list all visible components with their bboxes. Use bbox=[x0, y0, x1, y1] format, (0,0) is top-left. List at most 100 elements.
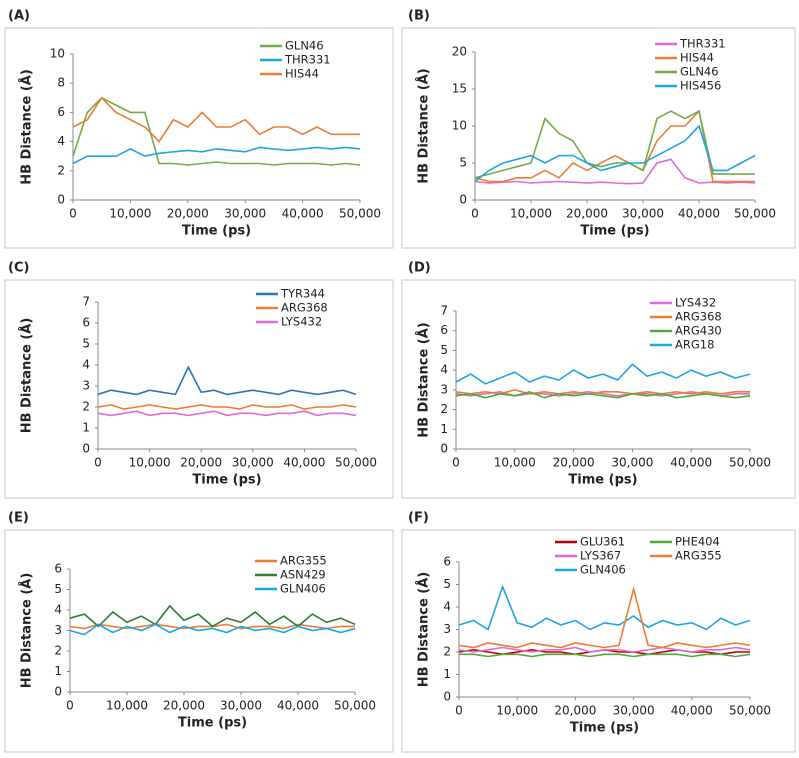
y-tick-label: 15 bbox=[452, 82, 467, 96]
y-tick-label: 6 bbox=[57, 105, 65, 119]
series-line bbox=[97, 365, 357, 396]
y-tick-label: 6 bbox=[440, 323, 448, 337]
x-tick-label: 20,000 bbox=[167, 207, 209, 221]
panel-border bbox=[401, 27, 796, 249]
x-tick-label: 50,000 bbox=[729, 456, 771, 470]
x-tick-label: 30,000 bbox=[622, 207, 664, 221]
series-line bbox=[97, 404, 357, 410]
panel-border bbox=[4, 529, 394, 753]
legend-label: ARG430 bbox=[675, 324, 722, 338]
x-tick-label: 0 bbox=[452, 456, 460, 470]
legend-label: GLN46 bbox=[285, 39, 324, 53]
x-tick-label: 0 bbox=[66, 699, 74, 713]
x-tick-label: 30,000 bbox=[232, 456, 274, 470]
y-tick-label: 2 bbox=[57, 163, 65, 177]
y-tick-label: 7 bbox=[440, 304, 448, 318]
y-tick-label: 4 bbox=[57, 134, 65, 148]
y-tick-label: 2 bbox=[82, 400, 90, 414]
y-tick-label: 20 bbox=[452, 45, 467, 59]
x-tick-label: 0 bbox=[94, 456, 102, 470]
y-tick-label: 5 bbox=[443, 577, 451, 591]
y-tick-label: 2 bbox=[440, 402, 448, 416]
x-axis-title: Time (ps) bbox=[568, 473, 637, 488]
x-tick-label: 10,000 bbox=[510, 207, 552, 221]
y-tick-label: 7 bbox=[82, 295, 90, 309]
x-tick-label: 30,000 bbox=[224, 207, 266, 221]
x-tick-label: 10,000 bbox=[496, 704, 538, 718]
legend-label: LYS432 bbox=[281, 315, 322, 329]
x-tick-label: 20,000 bbox=[553, 456, 595, 470]
y-tick-label: 3 bbox=[82, 379, 90, 393]
legend-label: ASN429 bbox=[280, 568, 326, 582]
x-tick-label: 40,000 bbox=[671, 704, 713, 718]
y-axis-title: HB Distance (Å) bbox=[416, 68, 432, 184]
panel-label: (B) bbox=[408, 9, 430, 24]
x-tick-label: 20,000 bbox=[163, 699, 205, 713]
y-tick-label: 0 bbox=[440, 442, 448, 456]
x-tick-label: 10,000 bbox=[129, 456, 171, 470]
y-tick-label: 2 bbox=[443, 645, 451, 659]
y-tick-label: 4 bbox=[54, 603, 62, 617]
y-tick-label: 1 bbox=[82, 421, 90, 435]
legend-label: GLU361 bbox=[580, 535, 625, 549]
y-tick-label: 0 bbox=[443, 690, 451, 704]
x-tick-label: 0 bbox=[455, 704, 463, 718]
series-line bbox=[459, 653, 751, 658]
y-tick-label: 4 bbox=[82, 358, 90, 372]
x-tick-label: 0 bbox=[69, 207, 77, 221]
y-tick-label: 0 bbox=[54, 685, 62, 699]
legend-label: LYS432 bbox=[675, 296, 716, 310]
x-tick-label: 40,000 bbox=[283, 456, 325, 470]
x-axis-title: Time (ps) bbox=[178, 716, 247, 731]
panel-label: (F) bbox=[408, 511, 429, 526]
y-tick-label: 10 bbox=[50, 47, 65, 61]
series-line bbox=[72, 96, 361, 166]
series-line bbox=[455, 363, 751, 385]
x-tick-label: 50,000 bbox=[729, 704, 771, 718]
series-line bbox=[455, 390, 751, 399]
y-tick-label: 5 bbox=[82, 337, 90, 351]
y-tick-label: 6 bbox=[82, 316, 90, 330]
x-tick-label: 0 bbox=[471, 207, 479, 221]
y-tick-label: 5 bbox=[440, 343, 448, 357]
series-line bbox=[474, 124, 756, 183]
x-tick-label: 10,000 bbox=[109, 207, 151, 221]
legend-label: ARG368 bbox=[675, 310, 722, 324]
series-line bbox=[458, 646, 751, 653]
y-tick-label: 8 bbox=[57, 76, 65, 90]
y-tick-label: 2 bbox=[54, 644, 62, 658]
legend-label: HIS456 bbox=[680, 79, 721, 93]
panel-border bbox=[4, 27, 394, 249]
legend-label: ARG368 bbox=[281, 301, 328, 315]
panel-label: (E) bbox=[8, 511, 29, 526]
x-tick-label: 40,000 bbox=[670, 456, 712, 470]
legend-label: THR331 bbox=[679, 37, 726, 51]
x-tick-label: 40,000 bbox=[282, 207, 324, 221]
y-axis-title: HB Distance (Å) bbox=[19, 69, 35, 185]
legend-label: GLN406 bbox=[580, 563, 626, 577]
y-tick-label: 6 bbox=[443, 555, 451, 569]
y-axis-title: HB Distance (Å) bbox=[416, 572, 432, 688]
y-tick-label: 3 bbox=[443, 622, 451, 636]
legend-label: PHE404 bbox=[675, 535, 720, 549]
legend-label: ARG355 bbox=[675, 549, 722, 563]
series-line bbox=[474, 158, 756, 185]
series-line bbox=[458, 585, 751, 649]
legend-label: ARG18 bbox=[675, 338, 714, 352]
series-line bbox=[455, 389, 750, 395]
legend-label: HIS44 bbox=[285, 67, 319, 81]
x-tick-label: 40,000 bbox=[277, 699, 319, 713]
panel-label: (D) bbox=[408, 261, 431, 276]
x-tick-label: 50,000 bbox=[339, 207, 381, 221]
panel-border bbox=[4, 279, 394, 499]
series-line bbox=[97, 410, 357, 417]
panel-label: (C) bbox=[8, 261, 29, 276]
x-tick-label: 30,000 bbox=[220, 699, 262, 713]
panel-label: (A) bbox=[8, 9, 30, 24]
x-tick-label: 30,000 bbox=[613, 704, 655, 718]
x-tick-label: 10,000 bbox=[106, 699, 148, 713]
legend-label: HIS44 bbox=[680, 51, 714, 65]
y-axis-title: HB Distance (Å) bbox=[19, 573, 35, 689]
